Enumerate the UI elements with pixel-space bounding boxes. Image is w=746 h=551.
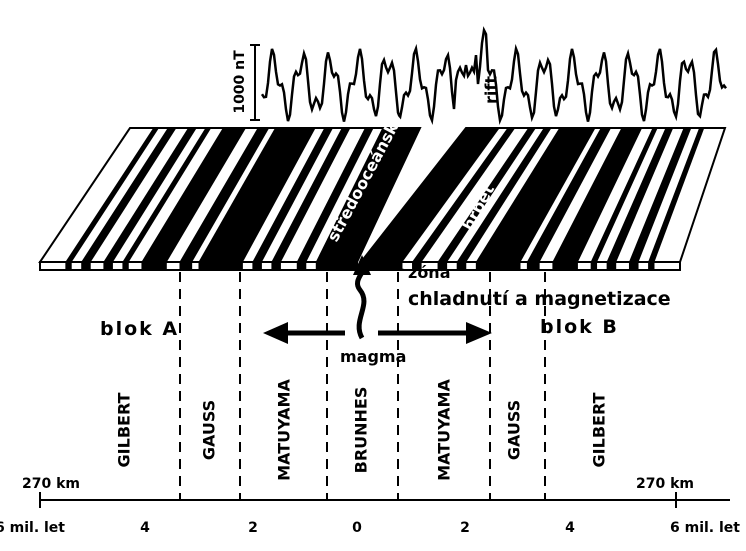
arrow-head bbox=[466, 322, 492, 344]
age-label: 4 bbox=[565, 520, 575, 536]
stripe-front bbox=[552, 262, 578, 270]
zone-label: zóna bbox=[408, 263, 451, 282]
age-label: 2 bbox=[248, 520, 258, 536]
age-label: 6 mil. let bbox=[670, 520, 740, 536]
stripe-front bbox=[457, 262, 467, 270]
magma-label: magma bbox=[340, 347, 406, 366]
epoch-label: MATUYAMA bbox=[435, 379, 454, 481]
arrow-head bbox=[263, 322, 288, 344]
epoch-label: BRUNHES bbox=[352, 387, 371, 474]
rift-label: rift bbox=[482, 76, 501, 104]
stripe-front bbox=[297, 262, 307, 270]
stripe-front bbox=[179, 262, 192, 270]
stripe-front bbox=[65, 262, 71, 270]
zone-label: chladnutí a magnetizace bbox=[408, 288, 671, 310]
stripe-front bbox=[199, 262, 243, 270]
distance-label: 270 km bbox=[636, 476, 694, 492]
age-label: 0 bbox=[352, 520, 362, 536]
epoch-label: GILBERT bbox=[590, 392, 609, 467]
epoch-label: GAUSS bbox=[505, 400, 524, 460]
block-label: blok A bbox=[100, 318, 179, 340]
stripe-front bbox=[648, 262, 654, 270]
diagram: 1000 nT rift středooceánský hřbet zóna c… bbox=[0, 0, 746, 547]
age-label: 2 bbox=[460, 520, 470, 536]
epoch-labels: GILBERT GAUSS MATUYAMA BRUNHES MATUYAMA GAUSS… bbox=[115, 379, 609, 481]
stripe-front bbox=[252, 262, 262, 270]
epoch-label: MATUYAMA bbox=[275, 379, 294, 481]
age-label: 6 mil. let bbox=[0, 520, 65, 536]
stripe-front bbox=[141, 262, 166, 270]
stripe-front bbox=[607, 262, 617, 270]
epoch-label: GILBERT bbox=[115, 392, 134, 467]
magnetic-profile bbox=[262, 30, 726, 121]
age-label: 4 bbox=[140, 520, 150, 536]
age-labels: 6 mil. let 4 2 0 2 4 6 mil. let bbox=[0, 520, 740, 536]
stripe-front bbox=[81, 262, 91, 270]
epoch-label: GAUSS bbox=[200, 400, 219, 460]
stripe-front bbox=[103, 262, 113, 270]
magma-arrow bbox=[357, 268, 363, 338]
page: {"profile": {"scale_label": "1000 nT", "… bbox=[0, 0, 746, 547]
distance-label: 270 km bbox=[22, 476, 80, 492]
stripe-front bbox=[122, 262, 128, 270]
stripe-front bbox=[527, 262, 540, 270]
block-label: blok B bbox=[540, 316, 619, 338]
stripe-front bbox=[629, 262, 639, 270]
stripe-front bbox=[591, 262, 597, 270]
scale-label: 1000 nT bbox=[232, 50, 248, 114]
stripe-front bbox=[476, 262, 521, 270]
stripe-front bbox=[271, 262, 281, 270]
stripe-front bbox=[316, 262, 357, 270]
